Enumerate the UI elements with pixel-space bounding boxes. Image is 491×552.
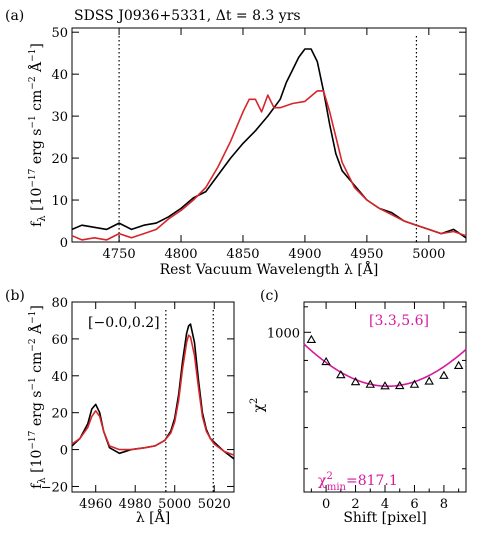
panel-c-label: (c) xyxy=(260,288,279,304)
panel-a-label: (a) xyxy=(5,8,24,24)
y-tick-label: −20 xyxy=(41,480,68,495)
panel-c-ticks: 0 2 4 6 8 1000 xyxy=(267,302,466,512)
panel-b-vlines xyxy=(165,310,214,492)
data-point-triangle xyxy=(321,356,331,366)
y-tick-label: 80 xyxy=(51,296,68,311)
panel-b-series xyxy=(71,323,235,460)
x-tick-label: 4900 xyxy=(288,247,321,262)
panel-b-ylabel: fλ [10−17 erg s−1 cm−2 Å−1] xyxy=(27,305,48,489)
x-tick-label: 4980 xyxy=(119,497,152,512)
x-tick-label: 0 xyxy=(322,497,330,512)
y-tick-label: 20 xyxy=(51,152,68,167)
panel-a-spectrum: (a) SDSS J0936+5331, Δt = 8.3 yrs 4750 48… xyxy=(5,8,467,278)
panel-c-chi2min-annotation: χ2 min=817.1 xyxy=(318,471,398,493)
y-tick-label: 30 xyxy=(51,110,68,125)
panel-a-vlines xyxy=(118,36,418,242)
x-tick-label: 4850 xyxy=(226,247,259,262)
fit-curve xyxy=(303,343,467,387)
panel-c-points xyxy=(306,334,464,390)
panel-b-label: (b) xyxy=(5,288,25,304)
y-tick-label: 50 xyxy=(51,26,68,41)
panel-a-frame xyxy=(71,27,467,243)
y-tick-label: 20 xyxy=(51,407,68,422)
panel-a-series xyxy=(71,48,467,241)
x-tick-label: 5020 xyxy=(198,497,231,512)
data-point-triangle xyxy=(409,379,420,388)
y-tick-label: 0 xyxy=(60,444,68,459)
panel-a-title: SDSS J0936+5331, Δt = 8.3 yrs xyxy=(74,8,301,24)
data-point-triangle xyxy=(394,380,405,390)
x-tick-label: 2 xyxy=(351,497,359,512)
panel-c-frame xyxy=(303,301,467,493)
panel-c-fit-curve xyxy=(303,343,467,387)
data-point-triangle xyxy=(306,334,317,344)
data-point-triangle xyxy=(365,379,376,388)
panel-c-range-annotation: [3.3,5.6] xyxy=(369,313,429,329)
data-point-triangle xyxy=(424,376,434,385)
y-tick-label: 40 xyxy=(51,68,68,83)
red-spectrum-line xyxy=(71,90,467,241)
y-tick-label: 40 xyxy=(51,370,68,385)
x-tick-label: 4 xyxy=(381,497,389,512)
x-tick-label: 8 xyxy=(440,497,448,512)
panel-c-ylabel: χ2 xyxy=(249,398,267,413)
data-point-triangle xyxy=(453,360,464,369)
black-spectrum-line xyxy=(71,48,467,239)
x-tick-label: 6 xyxy=(410,497,418,512)
x-tick-label: 4800 xyxy=(164,247,197,262)
panel-b-spectrum: (b) [−0.0,0.2] 4960 4980 5000 5020 −20 0 20 40 6… xyxy=(5,288,235,526)
x-tick-label: 4750 xyxy=(103,247,136,262)
y-tick-label: 0 xyxy=(60,236,68,251)
panel-b-xlabel: λ [Å] xyxy=(136,508,170,526)
red-spectrum-line xyxy=(71,334,235,456)
y-tick-label: 10 xyxy=(51,194,68,209)
panel-a-xlabel: Rest Vacuum Wavelength λ [Å] xyxy=(160,260,379,278)
panel-a-ylabel: fλ [10−17 erg s−1 cm−2 Å−1] xyxy=(27,43,48,227)
panel-b-ticks: 4960 4980 5000 5020 −20 0 20 40 60 80 xyxy=(41,296,234,512)
x-tick-label: 4950 xyxy=(350,247,383,262)
panel-c-chi2: (c) [3.3,5.6] 0 2 4 6 8 1000 χ2 min=817.1 Shif… xyxy=(249,288,467,526)
data-point-triangle xyxy=(336,369,346,379)
panel-b-annotation: [−0.0,0.2] xyxy=(88,315,160,331)
panel-b-frame xyxy=(71,301,235,493)
x-tick-label: 5000 xyxy=(412,247,445,262)
x-tick-label: 5000 xyxy=(158,497,191,512)
y-tick-label: 60 xyxy=(51,333,68,348)
data-point-triangle xyxy=(380,381,390,390)
data-point-triangle xyxy=(439,370,449,379)
x-tick-label: 4960 xyxy=(79,497,112,512)
panel-a-ticks: 4750 4800 4850 4900 4950 5000 0 10 20 30 40 50 xyxy=(51,26,466,262)
panel-c-xlabel: Shift [pixel] xyxy=(343,510,426,526)
y-tick-label: 1000 xyxy=(267,326,300,341)
data-point-triangle xyxy=(350,376,361,386)
